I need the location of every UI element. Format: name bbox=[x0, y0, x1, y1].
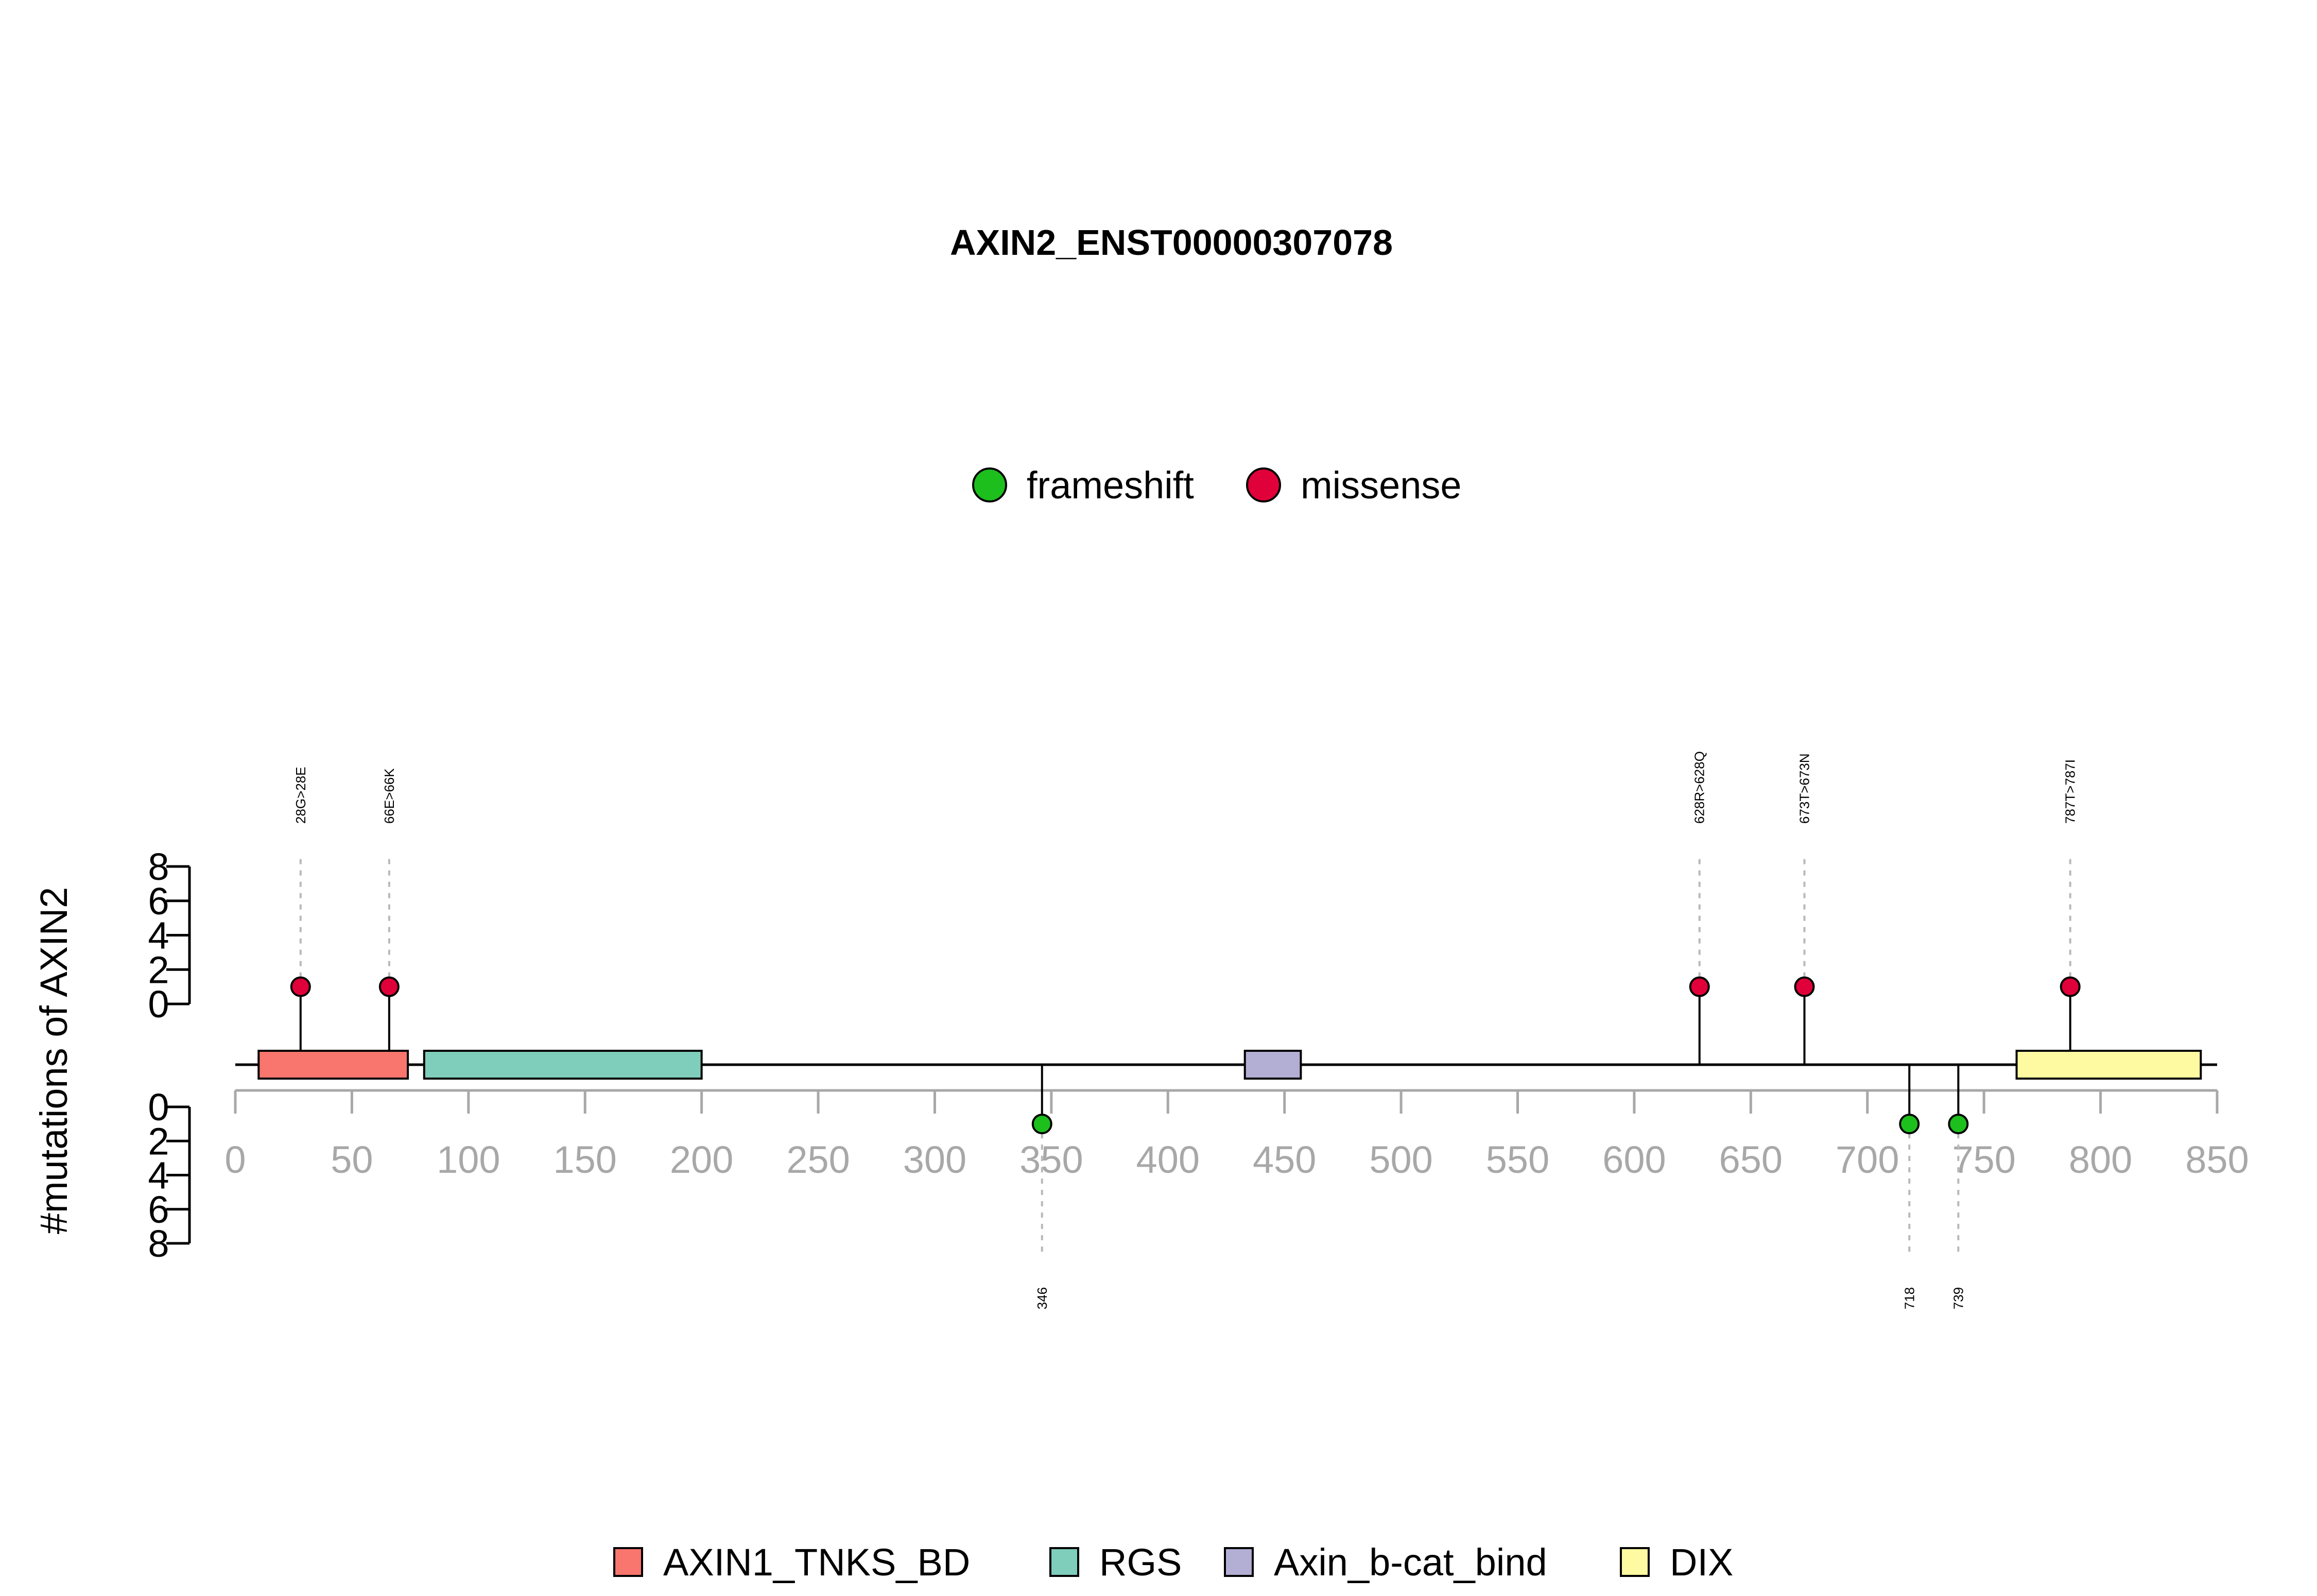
x-tick-label: 200 bbox=[670, 1138, 733, 1181]
legend-label: DIX bbox=[1670, 1541, 1733, 1584]
y-tick-label: 4 bbox=[148, 914, 169, 957]
legend-swatch bbox=[613, 1547, 643, 1577]
mutation-label: 787T>787I bbox=[2063, 759, 2078, 824]
y-tick-label: 4 bbox=[148, 1154, 169, 1197]
legend-label: RGS bbox=[1099, 1541, 1182, 1584]
upper-lollipops: 28G>28E 66E>66K 628R>628Q 673T>673N 787T>787… bbox=[293, 751, 2078, 1065]
x-tick-label: 850 bbox=[2185, 1138, 2249, 1181]
mutation-point bbox=[1899, 1114, 1920, 1135]
mutation-label: 346 bbox=[1034, 1287, 1050, 1309]
lollipop-heads bbox=[290, 976, 2081, 1135]
domain-box bbox=[423, 1050, 703, 1080]
legend-label: missense bbox=[1301, 464, 1462, 507]
legend-label: AXIN1_TNKS_BD bbox=[663, 1541, 970, 1584]
legend-swatch bbox=[1224, 1547, 1254, 1577]
y-axis-label: #mutations of AXIN2 bbox=[32, 887, 75, 1235]
x-tick-label: 150 bbox=[554, 1138, 617, 1181]
x-tick-label: 250 bbox=[786, 1138, 850, 1181]
y-tick-label: 2 bbox=[148, 1120, 169, 1163]
y-tick-label: 6 bbox=[148, 1188, 169, 1231]
y-tick-label: 8 bbox=[148, 845, 169, 888]
y-tick-label: 8 bbox=[148, 1222, 169, 1265]
domain-box bbox=[257, 1050, 409, 1080]
x-tick-label: 400 bbox=[1136, 1138, 1200, 1181]
mutation-point bbox=[1031, 1114, 1052, 1135]
mutation-point bbox=[1794, 976, 1815, 997]
x-tick-label: 650 bbox=[1719, 1138, 1783, 1181]
mutation-point bbox=[2060, 976, 2081, 997]
mutation-point bbox=[1948, 1114, 1969, 1135]
domain-legend: AXIN1_TNKS_BD RGS Axin_b-cat_bind DIX bbox=[613, 1541, 1733, 1584]
x-tick-label: 700 bbox=[1836, 1138, 1899, 1181]
mutation-label: 739 bbox=[1950, 1287, 1966, 1309]
x-tick-label: 800 bbox=[2069, 1138, 2132, 1181]
x-tick-label: 0 bbox=[224, 1138, 246, 1181]
mutation-type-legend: frameshift missense bbox=[972, 464, 1462, 507]
mutation-label: 673T>673N bbox=[1797, 753, 1812, 824]
legend-swatch bbox=[1049, 1547, 1079, 1577]
x-tick-label: 100 bbox=[437, 1138, 500, 1181]
x-tick-label: 750 bbox=[1952, 1138, 2015, 1181]
legend-marker-missense bbox=[1246, 467, 1281, 502]
mutation-point bbox=[290, 976, 311, 997]
legend-label: frameshift bbox=[1027, 464, 1194, 507]
mutation-point bbox=[1689, 976, 1710, 997]
domain-box bbox=[2015, 1050, 2202, 1080]
mutation-label: 718 bbox=[1901, 1287, 1917, 1309]
y-tick-label: 2 bbox=[148, 948, 169, 991]
x-tick-label: 600 bbox=[1602, 1138, 1666, 1181]
protein-domains bbox=[257, 1050, 2202, 1080]
x-tick-label: 550 bbox=[1486, 1138, 1549, 1181]
chart-title: AXIN2_ENST00000307078 bbox=[950, 222, 1393, 263]
mutation-point bbox=[378, 976, 400, 997]
mutation-label: 28G>28E bbox=[293, 767, 308, 824]
y-tick-label: 6 bbox=[148, 880, 169, 923]
legend-marker-frameshift bbox=[972, 467, 1007, 502]
x-tick-label: 500 bbox=[1369, 1138, 1432, 1181]
x-tick-label: 50 bbox=[331, 1138, 373, 1181]
y-tick-label: 0 bbox=[148, 983, 169, 1026]
legend-swatch bbox=[1620, 1547, 1650, 1577]
mutation-label: 66E>66K bbox=[382, 768, 397, 824]
domain-box bbox=[1243, 1050, 1302, 1080]
mutation-label: 628R>628Q bbox=[1692, 751, 1707, 824]
y-tick-label: 0 bbox=[148, 1086, 169, 1129]
lower-lollipops: 346 718 739 bbox=[1034, 1065, 1966, 1309]
x-axis: 0 50 100 150 200 250 300 350 400 450 500 550 600 650 7… bbox=[224, 1089, 2249, 1181]
x-tick-label: 350 bbox=[1019, 1138, 1083, 1181]
x-tick-label: 450 bbox=[1253, 1138, 1316, 1181]
x-tick-label: 300 bbox=[903, 1138, 966, 1181]
legend-label: Axin_b-cat_bind bbox=[1274, 1541, 1547, 1584]
